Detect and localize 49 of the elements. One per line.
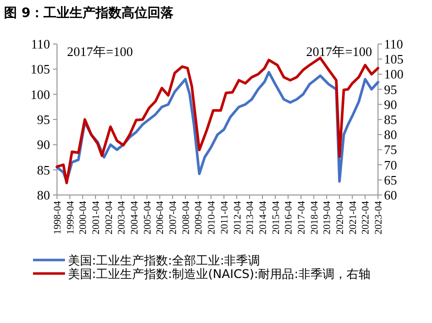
x-tick-label: 2002-04 xyxy=(104,201,115,234)
x-tick-label: 2019-04 xyxy=(322,201,334,234)
annotation: 2017年=100 xyxy=(306,44,372,59)
y-tick-label: 95 xyxy=(37,112,50,127)
y2-tick-label: 95 xyxy=(384,82,397,97)
y-tick-label: 110 xyxy=(30,36,50,52)
x-tick-label: 2003-04 xyxy=(116,201,128,234)
x-tick-label: 2023-04 xyxy=(374,201,384,234)
x-tick-label: 2011-04 xyxy=(219,201,230,234)
y-tick-label: 80 xyxy=(37,188,50,202)
x-tick-label: 2010-04 xyxy=(206,201,218,234)
x-tick-label: 2008-04 xyxy=(180,201,192,234)
x-tick-label: 2000-04 xyxy=(78,201,90,234)
x-tick-label: 2017-04 xyxy=(296,201,308,234)
x-tick-label: 2012-04 xyxy=(232,201,244,234)
y2-tick-label: 75 xyxy=(384,142,397,158)
x-tick-label: 1998-04 xyxy=(52,201,64,234)
y2-tick-label: 85 xyxy=(384,112,397,127)
x-tick-label: 2021-04 xyxy=(348,201,359,234)
legend-label: 美国:工业生产指数:全部工业:非季调 xyxy=(68,254,260,268)
y2-tick-label: 110 xyxy=(384,36,404,52)
y-tick-label: 100 xyxy=(30,86,50,102)
legend-label: 美国:工业生产指数:制造业(NAICS):耐用品:非季调，右轴 xyxy=(68,267,370,281)
y-tick-label: 90 xyxy=(37,137,50,152)
y2-tick-label: 80 xyxy=(384,127,397,142)
y2-tick-label: 60 xyxy=(384,188,397,202)
y2-tick-label: 105 xyxy=(384,52,404,67)
x-tick-label: 2015-04 xyxy=(270,201,282,234)
x-tick-label: 2009-04 xyxy=(194,201,205,234)
annotation: 2017年=100 xyxy=(67,44,133,59)
x-tick-label: 2005-04 xyxy=(142,201,154,234)
x-tick-label: 2014-04 xyxy=(258,201,269,234)
x-tick-label: 2001-04 xyxy=(91,201,102,234)
y2-tick-label: 65 xyxy=(384,172,397,188)
x-tick-label: 2016-04 xyxy=(284,201,295,234)
y-tick-label: 85 xyxy=(37,162,50,178)
title: 图 9：工业生产指数高位回落 xyxy=(4,6,174,21)
x-tick-label: 1999-04 xyxy=(65,201,76,234)
x-tick-label: 2004-04 xyxy=(130,201,141,234)
x-tick-label: 2007-04 xyxy=(168,201,180,234)
x-tick-label: 2022-04 xyxy=(360,201,372,234)
x-tick-label: 2006-04 xyxy=(155,201,166,234)
x-tick-label: 2020-04 xyxy=(334,201,346,234)
y-tick-label: 105 xyxy=(30,62,50,77)
y2-tick-label: 70 xyxy=(384,157,397,172)
x-tick-label: 2013-04 xyxy=(245,201,256,234)
y2-tick-label: 90 xyxy=(384,96,397,112)
y2-tick-label: 100 xyxy=(384,66,404,82)
x-tick-label: 2018-04 xyxy=(309,201,320,234)
